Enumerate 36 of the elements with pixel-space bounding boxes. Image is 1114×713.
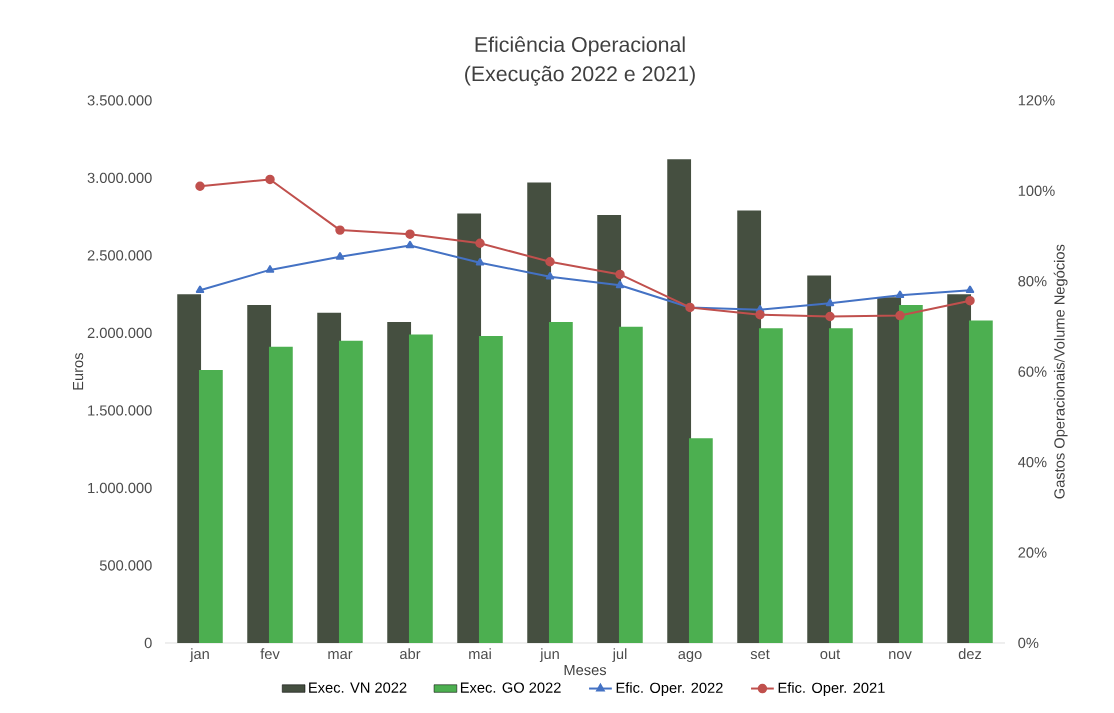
x-tick-label: abr	[400, 648, 421, 660]
x-tick-label: dez	[958, 648, 982, 660]
y-tick-label: 1.000.000	[88, 482, 152, 494]
x-tick-label: jan	[189, 648, 209, 662]
x-tick-label: ago	[678, 651, 702, 662]
legend-label: Efic. Oper. 2021	[778, 682, 885, 696]
y-tick-label: 2.500.000	[87, 250, 152, 261]
y-tick-label: 500.000	[99, 560, 152, 571]
x-tick-label: fev	[260, 648, 280, 660]
x-tick-label: jul	[612, 648, 627, 662]
chart-title: Eficiência Operacional	[475, 36, 685, 57]
legend-label: Exec. VN 2022	[309, 682, 407, 693]
x-tick-label: jun	[539, 648, 559, 662]
y-axis-title: Euros	[73, 353, 84, 390]
y2-tick-label: 100%	[1018, 185, 1055, 196]
x-axis-title: Meses	[564, 664, 607, 676]
y2-tick-label: 60%	[1018, 366, 1047, 377]
y2-tick-label: 40%	[1018, 456, 1047, 468]
chart-subtitle: (Execução 2022 e 2021)	[465, 65, 695, 86]
x-tick-label: mai	[469, 648, 491, 660]
y-tick-label: 3.000.000	[87, 172, 152, 184]
x-tick-label: set	[750, 649, 770, 660]
x-tick-label: nov	[889, 651, 912, 660]
y-tick-label: 0	[144, 637, 152, 649]
y2-axis-title: Gastos Operacionais/Volume Negócios	[1053, 244, 1068, 499]
y-tick-label: 3.500.000	[87, 95, 152, 106]
legend-label: Exec. GO 2022	[460, 682, 561, 693]
y2-tick-label: 20%	[1018, 547, 1047, 558]
y2-tick-label: 120%	[1018, 95, 1055, 106]
x-tick-label: mar	[328, 651, 353, 660]
y-tick-label: 1.500.000	[88, 405, 152, 416]
x-tick-label: out	[820, 649, 841, 660]
y-tick-label: 2.000.000	[87, 327, 152, 339]
y2-tick-label: 80%	[1018, 276, 1047, 287]
y2-tick-label: 0%	[1018, 637, 1039, 649]
legend-label: Efic. Oper. 2022	[616, 682, 723, 696]
